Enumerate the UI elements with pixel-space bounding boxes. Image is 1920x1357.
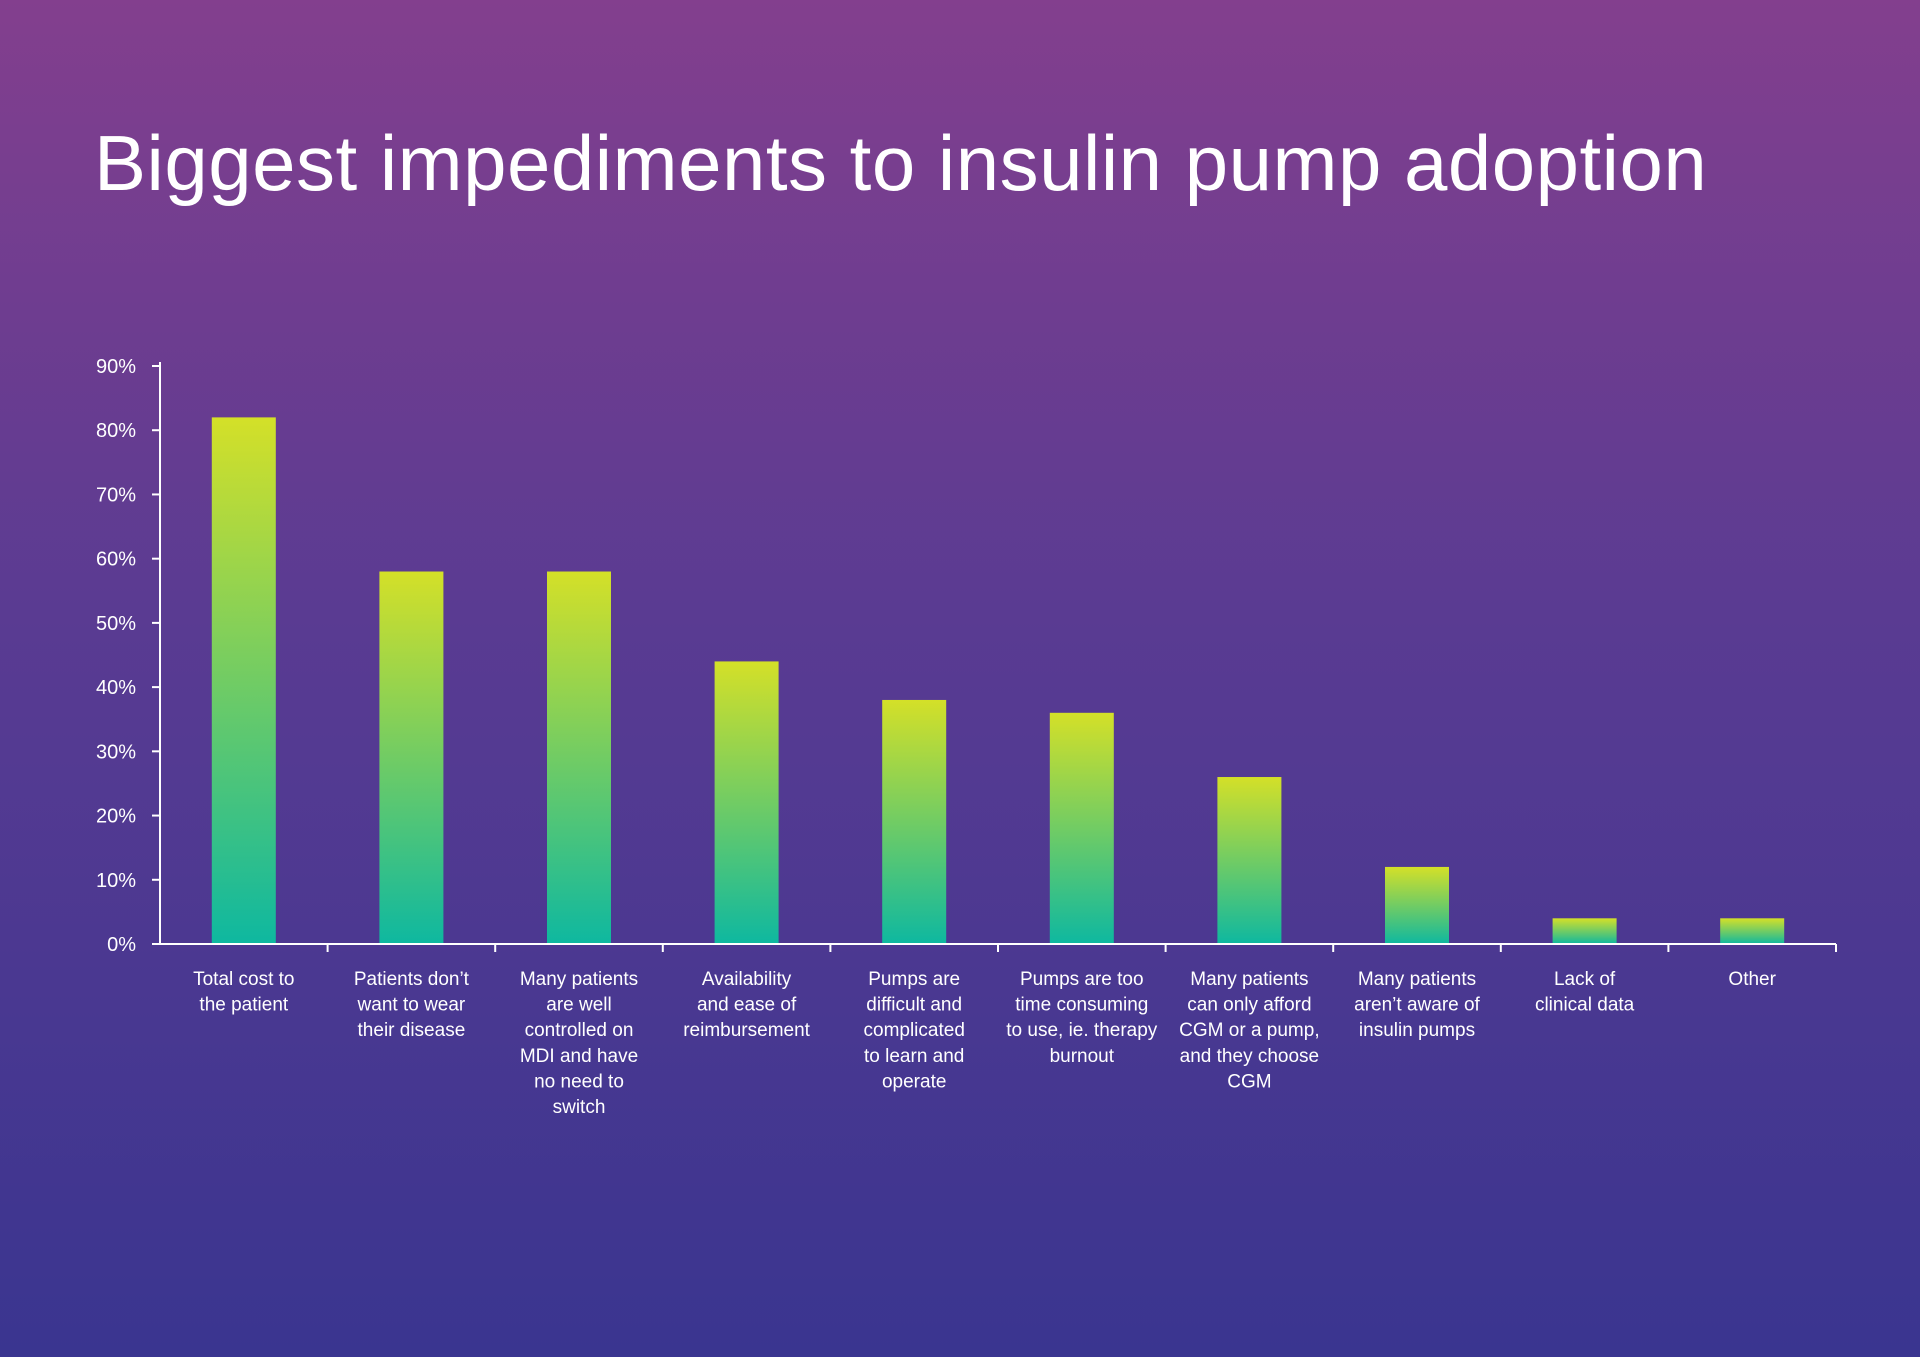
x-category-label: Lack of clinical data xyxy=(1535,969,1635,1016)
x-axis-labels: Total cost to the patient Patients don’t wa… xyxy=(193,969,1777,1118)
x-category-label-line: CGM or a pump, xyxy=(1179,1020,1319,1041)
x-category-label-line: and they choose xyxy=(1180,1046,1319,1067)
x-category-label-line: Availability xyxy=(702,969,792,990)
bar xyxy=(547,571,611,944)
x-category-label-line: reimbursement xyxy=(683,1020,810,1041)
x-category-label-line: Many patients xyxy=(520,969,638,990)
x-category-label-line: difficult and xyxy=(866,995,962,1016)
x-category-label-line: operate xyxy=(882,1071,946,1092)
x-category-label-line: Pumps are xyxy=(868,969,960,990)
y-tick-label: 80% xyxy=(96,420,136,442)
x-category-label-line: switch xyxy=(553,1097,606,1118)
x-category-label-line: to use, ie. therapy xyxy=(1006,1020,1158,1041)
bar xyxy=(1385,866,1449,944)
bar xyxy=(379,571,444,944)
x-category-label-line: the patient xyxy=(199,995,288,1016)
y-tick-label: 30% xyxy=(96,741,136,763)
x-category-label-line: controlled on xyxy=(525,1020,634,1041)
x-category-label-line: Other xyxy=(1728,969,1776,990)
y-tick-label: 70% xyxy=(96,484,136,506)
x-category-label-line: Total cost to xyxy=(193,969,294,990)
y-axis-ticks: 0% 10% 20% 30% 40% 50% 60% 70% 80% 90% xyxy=(96,356,160,956)
x-category-label: Many patients aren’t aware of insulin pump… xyxy=(1354,969,1480,1041)
x-category-label-line: can only afford xyxy=(1187,995,1311,1016)
x-category-label-line: and ease of xyxy=(697,995,797,1016)
x-category-label-line: Many patients xyxy=(1190,969,1308,990)
x-category-label-line: want to wear xyxy=(357,995,466,1016)
x-category-label: Other xyxy=(1728,969,1776,990)
x-category-label: Availability and ease of reimbursement xyxy=(683,969,810,1041)
y-tick-label: 10% xyxy=(96,870,136,892)
x-category-label-line: time consuming xyxy=(1015,995,1148,1016)
x-category-label-line: to learn and xyxy=(864,1046,964,1067)
x-category-label-line: are well xyxy=(546,995,611,1016)
y-tick-label: 50% xyxy=(96,613,136,635)
bar xyxy=(1049,712,1114,944)
x-category-label-line: MDI and have xyxy=(520,1046,638,1067)
x-category-label-line: their disease xyxy=(358,1020,466,1041)
x-category-label-line: complicated xyxy=(864,1020,965,1041)
x-category-label-line: insulin pumps xyxy=(1359,1020,1475,1041)
bar xyxy=(1720,918,1785,944)
y-tick-label: 90% xyxy=(96,356,136,378)
x-category-label-line: no need to xyxy=(534,1071,624,1092)
x-category-label: Total cost to the patient xyxy=(193,969,294,1016)
y-tick-label: 20% xyxy=(96,806,136,828)
x-category-label-line: Patients don’t xyxy=(354,969,470,990)
x-category-label-line: burnout xyxy=(1050,1046,1115,1067)
bar xyxy=(714,661,779,944)
x-category-label-line: clinical data xyxy=(1535,995,1635,1016)
x-category-label-line: aren’t aware of xyxy=(1354,995,1480,1016)
bar xyxy=(211,417,276,944)
bars-group xyxy=(211,417,1785,944)
chart-title: Biggest impediments to insulin pump adop… xyxy=(94,119,1708,207)
y-tick-label: 60% xyxy=(96,549,136,571)
x-category-label: Pumps are too time consuming to use, ie. t… xyxy=(1006,969,1158,1067)
bar xyxy=(882,699,947,944)
x-category-label: Patients don’t want to wear their disease xyxy=(354,969,470,1041)
y-tick-label: 0% xyxy=(107,934,136,956)
x-category-label-line: Pumps are too xyxy=(1020,969,1144,990)
bar xyxy=(1217,777,1282,944)
x-category-label-line: Many patients xyxy=(1358,969,1476,990)
x-category-label: Pumps are difficult and complicated to lear… xyxy=(864,969,965,1092)
x-category-label-line: CGM xyxy=(1227,1071,1271,1092)
x-axis-ticks xyxy=(326,944,1837,952)
y-tick-label: 40% xyxy=(96,677,136,699)
x-category-label: Many patients can only afford CGM or a pum… xyxy=(1179,969,1319,1092)
x-category-label-line: Lack of xyxy=(1554,969,1616,990)
bar xyxy=(1552,918,1617,944)
x-category-label: Many patients are well controlled on MDI an… xyxy=(520,969,638,1118)
